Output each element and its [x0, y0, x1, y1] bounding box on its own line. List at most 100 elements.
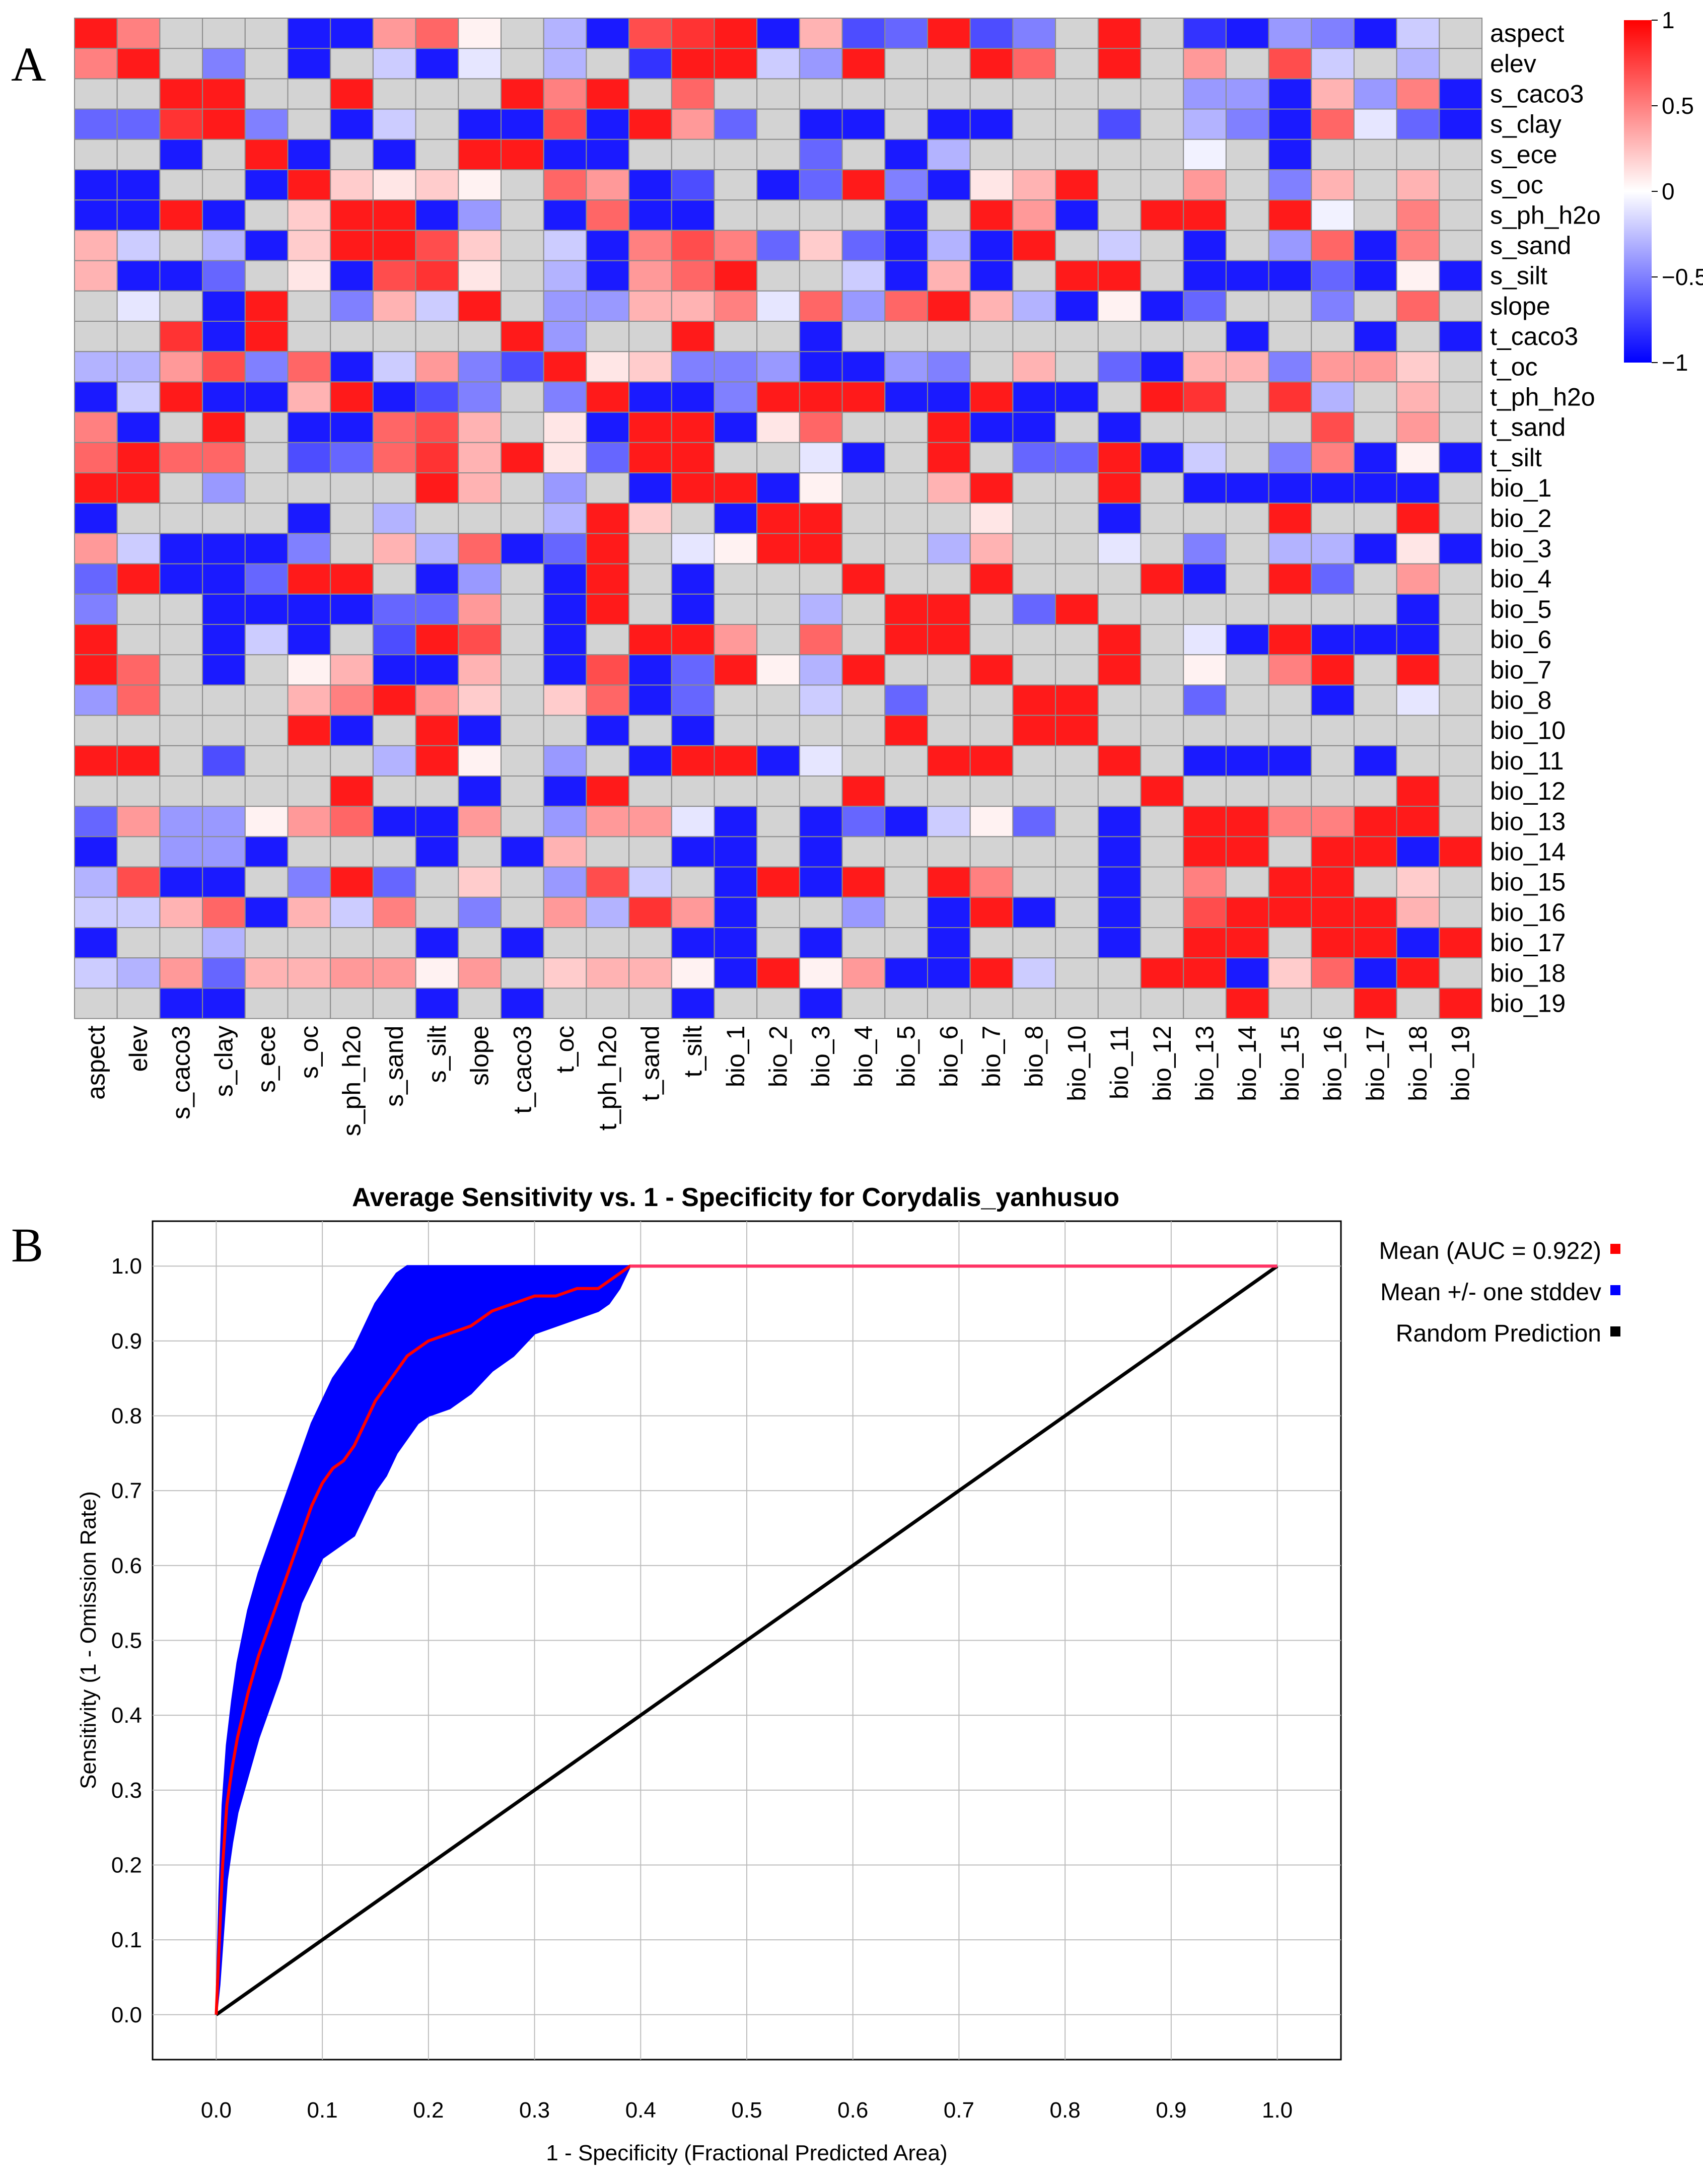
heatmap-cell-bio_17-bio_4: [841, 927, 886, 959]
heatmap-cell-s_caco3-bio_15: [1268, 78, 1312, 110]
heatmap-cell-bio_16-bio_16: [1311, 896, 1355, 929]
heatmap-cell-bio_8-bio_16: [1311, 684, 1355, 716]
heatmap-cell-s_sand-t_silt: [671, 230, 715, 261]
heatmap-cell-bio_17-t_silt: [671, 927, 715, 959]
heatmap-cell-s_clay-s_oc: [287, 108, 331, 140]
heatmap-cell-elev-elev: [116, 48, 161, 80]
heatmap-cell-t_ph_h2o-bio_16: [1311, 381, 1355, 413]
heatmap-cell-s_caco3-bio_14: [1225, 78, 1269, 110]
heatmap-cell-t_caco3-bio_18: [1396, 321, 1440, 353]
heatmap-cell-s_caco3-t_sand: [628, 78, 672, 110]
heatmap-cell-s_caco3-bio_5: [884, 78, 929, 110]
heatmap-cell-s_sand-bio_19: [1439, 230, 1483, 261]
heatmap-cell-bio_7-bio_6: [927, 654, 971, 686]
heatmap-cell-elev-aspect: [74, 48, 118, 80]
heatmap-cell-bio_6-s_ece: [244, 624, 289, 656]
heatmap-cell-bio_7-bio_16: [1311, 654, 1355, 686]
heatmap-cell-s_ph_h2o-s_oc: [287, 199, 331, 231]
heatmap-cell-t_silt-bio_3: [799, 442, 843, 473]
heatmap-cell-bio_19-bio_15: [1268, 988, 1312, 1019]
heatmap-cell-bio_8-s_sand: [372, 684, 416, 716]
heatmap-cell-bio_15-bio_13: [1183, 866, 1227, 898]
heatmap-cell-bio_8-bio_10: [1055, 684, 1099, 716]
heatmap-cell-bio_7-bio_4: [841, 654, 886, 686]
heatmap-cell-bio_13-aspect: [74, 806, 118, 837]
heatmap-cell-t_silt-s_ph_h2o: [330, 442, 374, 473]
heatmap-cell-s_sand-bio_6: [927, 230, 971, 261]
heatmap-cell-bio_3-bio_5: [884, 533, 929, 565]
heatmap-cell-bio_18-s_silt: [415, 957, 459, 989]
heatmap-cell-bio_14-bio_15: [1268, 836, 1312, 868]
heatmap-row-label: bio_4: [1490, 565, 1551, 593]
heatmap-cell-t_silt-elev: [116, 442, 161, 473]
heatmap-cell-bio_12-bio_5: [884, 776, 929, 807]
heatmap-cell-aspect-bio_3: [799, 18, 843, 49]
heatmap-cell-t_caco3-t_caco3: [501, 321, 544, 353]
heatmap-cell-t_silt-t_silt: [671, 442, 715, 473]
heatmap-cell-s_silt-bio_14: [1225, 260, 1269, 292]
heatmap-cell-t_sand-bio_11: [1097, 411, 1142, 443]
colorbar-gradient: [1624, 20, 1652, 363]
heatmap-cell-bio_3-bio_18: [1396, 533, 1440, 565]
heatmap-cell-elev-bio_18: [1396, 48, 1440, 80]
heatmap-cell-bio_14-s_sand: [372, 836, 416, 868]
heatmap-cell-bio_10-t_silt: [671, 715, 715, 746]
heatmap-row-label: bio_18: [1490, 959, 1566, 987]
heatmap-cell-s_sand-bio_1: [714, 230, 758, 261]
heatmap-cell-bio_5-t_oc: [543, 593, 587, 625]
heatmap-cell-s_clay-bio_15: [1268, 108, 1312, 140]
heatmap-cell-bio_3-bio_3: [799, 533, 843, 565]
heatmap-cell-s_oc-bio_4: [841, 169, 886, 201]
heatmap-cell-bio_5-elev: [116, 593, 161, 625]
heatmap-cell-s_sand-bio_3: [799, 230, 843, 261]
heatmap-cell-t_ph_h2o-t_ph_h2o: [586, 381, 630, 413]
heatmap-cell-s_sand-s_sand: [372, 230, 416, 261]
heatmap-cell-s_caco3-t_silt: [671, 78, 715, 110]
heatmap-cell-bio_17-bio_8: [1012, 927, 1056, 959]
heatmap-cell-s_sand-t_sand: [628, 230, 672, 261]
heatmap-cell-elev-bio_5: [884, 48, 929, 80]
heatmap-cell-s_clay-bio_18: [1396, 108, 1440, 140]
heatmap-cell-s_caco3-elev: [116, 78, 161, 110]
heatmap-cell-t_ph_h2o-s_caco3: [159, 381, 203, 413]
heatmap-cell-bio_5-bio_18: [1396, 593, 1440, 625]
heatmap-cell-s_clay-bio_8: [1012, 108, 1056, 140]
heatmap-cell-t_ph_h2o-bio_14: [1225, 381, 1269, 413]
heatmap-cell-s_silt-s_silt: [415, 260, 459, 292]
heatmap-cell-t_sand-bio_1: [714, 411, 758, 443]
heatmap-cell-t_sand-s_ece: [244, 411, 289, 443]
heatmap-cell-bio_1-bio_14: [1225, 472, 1269, 504]
heatmap-cell-bio_11-s_oc: [287, 745, 331, 777]
roc-mean-line: [215, 1264, 1278, 2015]
heatmap-row-label: bio_7: [1490, 656, 1551, 684]
heatmap-cell-aspect-s_sand: [372, 18, 416, 49]
heatmap-cell-bio_7-bio_5: [884, 654, 929, 686]
heatmap-cell-slope-bio_7: [969, 290, 1014, 322]
heatmap-cell-s_ph_h2o-bio_11: [1097, 199, 1142, 231]
heatmap-cell-t_oc-t_sand: [628, 351, 672, 383]
heatmap-cell-bio_14-t_oc: [543, 836, 587, 868]
heatmap-cell-bio_1-bio_18: [1396, 472, 1440, 504]
heatmap-cell-bio_2-elev: [116, 503, 161, 534]
heatmap-cell-t_oc-t_ph_h2o: [586, 351, 630, 383]
heatmap-cell-bio_18-bio_16: [1311, 957, 1355, 989]
colorbar-tick-label: 0: [1662, 178, 1675, 204]
heatmap-cell-t_oc-bio_7: [969, 351, 1014, 383]
heatmap-cell-bio_5-bio_11: [1097, 593, 1142, 625]
heatmap-cell-aspect-aspect: [74, 18, 118, 49]
heatmap-cell-bio_8-bio_14: [1225, 684, 1269, 716]
heatmap-cell-bio_8-s_oc: [287, 684, 331, 716]
heatmap-cell-s_silt-bio_17: [1354, 260, 1397, 292]
heatmap-cell-elev-bio_2: [756, 48, 800, 80]
heatmap-cell-bio_1-s_clay: [202, 472, 246, 504]
heatmap-cell-bio_2-bio_13: [1183, 503, 1227, 534]
heatmap-cell-bio_6-bio_4: [841, 624, 886, 656]
heatmap-cell-s_clay-bio_7: [969, 108, 1014, 140]
heatmap-cell-bio_6-bio_7: [969, 624, 1014, 656]
heatmap-cell-bio_14-elev: [116, 836, 161, 868]
heatmap-cell-bio_6-bio_2: [756, 624, 800, 656]
heatmap-cell-bio_3-s_oc: [287, 533, 331, 565]
heatmap-cell-bio_12-bio_12: [1140, 776, 1184, 807]
heatmap-cell-bio_10-bio_14: [1225, 715, 1269, 746]
heatmap-cell-bio_4-bio_2: [756, 563, 800, 595]
